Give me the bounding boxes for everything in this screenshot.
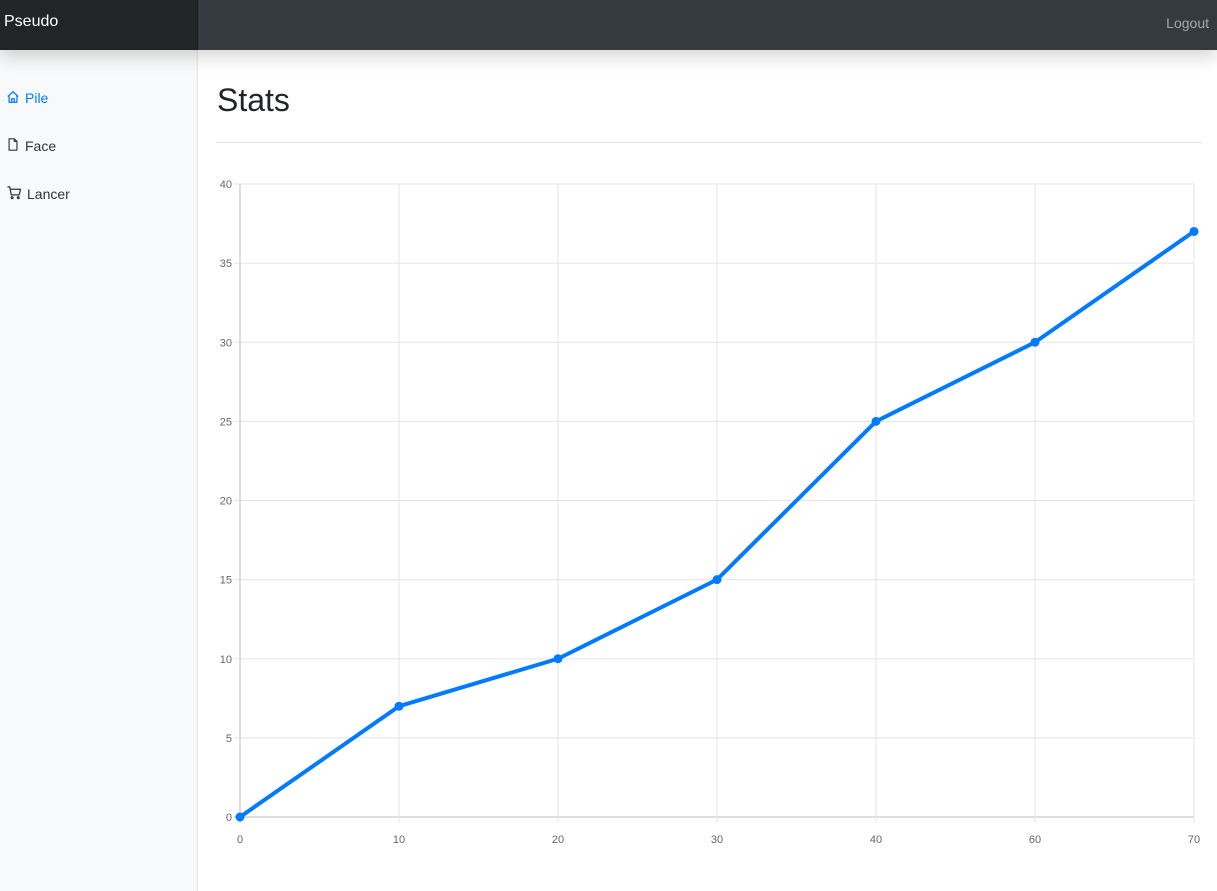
home-icon xyxy=(6,90,25,107)
top-navbar: Pseudo Logout xyxy=(0,0,1217,50)
y-tick-label: 5 xyxy=(226,733,232,745)
data-point xyxy=(553,654,563,664)
data-point xyxy=(394,701,404,711)
sidebar-item-face[interactable]: Face xyxy=(6,135,56,157)
y-tick-label: 25 xyxy=(220,416,232,428)
data-point xyxy=(1030,337,1040,347)
page-title: Stats xyxy=(217,82,290,118)
sidebar-item-lancer[interactable]: Lancer xyxy=(6,183,70,205)
sidebar: Pile Face Lancer xyxy=(0,50,198,891)
y-tick-label: 40 xyxy=(220,179,232,191)
sidebar-item-label: Pile xyxy=(25,90,49,106)
data-point xyxy=(235,812,245,822)
y-tick-label: 30 xyxy=(220,337,232,349)
main-content: Stats xyxy=(198,50,1217,891)
x-tick-label: 70 xyxy=(1188,834,1200,846)
x-tick-label: 30 xyxy=(711,834,723,846)
y-tick-label: 15 xyxy=(220,575,232,587)
data-point xyxy=(712,575,722,585)
data-point xyxy=(871,416,881,426)
data-point xyxy=(1189,226,1199,236)
x-tick-label: 20 xyxy=(552,834,564,846)
x-tick-label: 10 xyxy=(393,834,405,846)
x-tick-label: 0 xyxy=(237,834,243,846)
x-tick-label: 40 xyxy=(870,834,882,846)
sidebar-item-label: Face xyxy=(25,138,57,154)
x-tick-label: 60 xyxy=(1029,834,1041,846)
cart-icon xyxy=(6,185,27,203)
y-tick-label: 10 xyxy=(220,654,232,666)
sidebar-item-pile[interactable]: Pile xyxy=(6,87,48,109)
y-tick-label: 20 xyxy=(220,496,232,508)
sidebar-item-label: Lancer xyxy=(27,186,70,202)
title-divider xyxy=(217,142,1202,143)
logout-link[interactable]: Logout xyxy=(1166,15,1209,31)
brand-name[interactable]: Pseudo xyxy=(0,0,198,50)
y-tick-label: 35 xyxy=(220,258,232,270)
file-icon xyxy=(6,137,25,155)
y-tick-label: 0 xyxy=(226,812,232,824)
